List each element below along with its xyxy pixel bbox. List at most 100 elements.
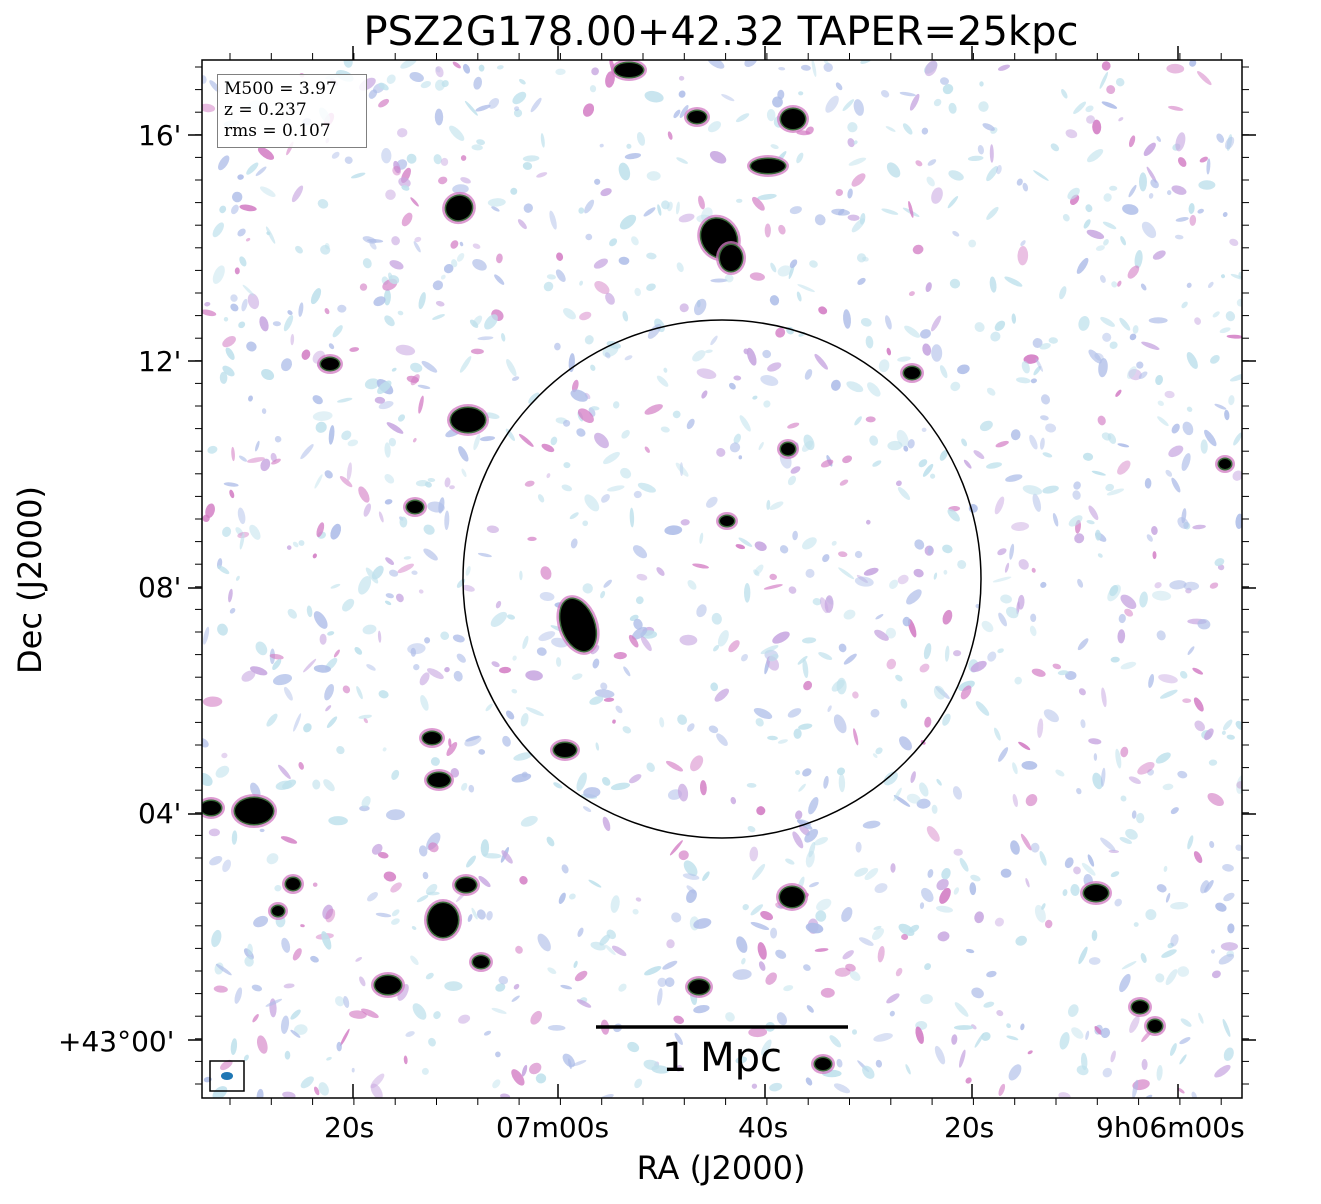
- noise-blob: [716, 733, 728, 746]
- noise-blob: [728, 640, 740, 653]
- noise-blob: [453, 670, 463, 682]
- noise-blob: [792, 831, 804, 849]
- noise-blob: [742, 904, 749, 911]
- noise-blob: [729, 442, 741, 453]
- noise-blob: [471, 907, 478, 920]
- noise-blob: [714, 688, 730, 702]
- noise-blob: [836, 1058, 843, 1068]
- noise-blob: [465, 735, 480, 742]
- noise-blob: [678, 75, 685, 81]
- noise-blob: [981, 620, 994, 633]
- noise-blob: [252, 1014, 259, 1023]
- noise-blob: [435, 300, 445, 307]
- noise-blob: [440, 157, 449, 166]
- noise-blob: [733, 375, 742, 381]
- noise-blob: [886, 658, 897, 670]
- noise-blob: [1100, 837, 1116, 852]
- noise-blob: [319, 633, 327, 645]
- noise-blob: [796, 291, 802, 302]
- noise-blob: [746, 782, 757, 788]
- noise-blob: [886, 162, 901, 178]
- noise-blob: [456, 253, 465, 262]
- noise-blob: [1236, 298, 1242, 307]
- noise-blob: [480, 839, 490, 857]
- noise-blob: [627, 1041, 640, 1053]
- noise-blob: [316, 522, 325, 538]
- source-core: [781, 109, 805, 129]
- noise-blob: [977, 144, 984, 155]
- noise-blob: [570, 538, 578, 549]
- noise-blob: [591, 67, 599, 76]
- noise-blob: [924, 716, 932, 728]
- noise-blob: [320, 244, 331, 255]
- noise-blob: [261, 368, 275, 381]
- noise-blob: [878, 359, 890, 373]
- noise-blob: [833, 1083, 851, 1094]
- noise-blob: [732, 969, 752, 980]
- noise-blob: [506, 359, 517, 377]
- noise-blob: [678, 213, 695, 223]
- noise-blob: [1030, 378, 1037, 384]
- noise-blob: [570, 389, 588, 402]
- noise-blob: [256, 1088, 264, 1098]
- noise-blob: [371, 565, 384, 580]
- noise-blob: [300, 1076, 314, 1089]
- noise-blob: [579, 280, 584, 286]
- noise-blob: [1198, 1012, 1204, 1024]
- noise-blob: [948, 102, 957, 114]
- noise-blob: [452, 61, 461, 69]
- noise-blob: [1014, 676, 1022, 685]
- noise-blob: [527, 536, 537, 542]
- noise-blob: [1006, 1023, 1012, 1029]
- noise-blob: [673, 1015, 685, 1024]
- noise-blob: [949, 278, 961, 289]
- noise-blob: [741, 653, 748, 662]
- noise-blob: [283, 983, 295, 989]
- noise-blob: [558, 892, 566, 904]
- noise-blob: [920, 994, 933, 1005]
- noise-blob: [699, 532, 704, 544]
- noise-blob: [583, 787, 601, 798]
- noise-blob: [1042, 485, 1059, 494]
- noise-blob: [769, 1082, 783, 1092]
- noise-blob: [842, 950, 854, 960]
- noise-blob: [550, 436, 558, 446]
- noise-blob: [1204, 728, 1214, 741]
- noise-blob: [994, 917, 1004, 927]
- noise-blob: [208, 828, 220, 837]
- noise-blob: [358, 486, 370, 503]
- noise-blob: [963, 459, 972, 469]
- noise-blob: [730, 796, 737, 805]
- noise-blob: [599, 143, 604, 148]
- noise-blob: [255, 166, 267, 177]
- noise-blob: [942, 713, 951, 726]
- noise-blob: [1032, 493, 1042, 512]
- noise-blob: [1044, 919, 1053, 929]
- noise-blob: [931, 804, 938, 814]
- noise-blob: [301, 349, 311, 360]
- noise-blob: [397, 983, 409, 1001]
- noise-blob: [1136, 812, 1145, 824]
- noise-blob: [863, 567, 879, 576]
- noise-blob: [572, 379, 579, 393]
- noise-blob: [1200, 880, 1210, 894]
- noise-blob: [1156, 135, 1162, 143]
- noise-blob: [1073, 866, 1081, 875]
- noise-blob: [424, 481, 432, 488]
- noise-blob: [377, 630, 382, 643]
- noise-blob: [603, 697, 615, 702]
- y-tick-label: 12': [138, 345, 182, 378]
- noise-blob: [1078, 688, 1086, 696]
- noise-blob: [724, 274, 734, 283]
- noise-blob: [582, 583, 593, 594]
- noise-blob: [1161, 949, 1177, 958]
- noise-blob: [519, 570, 523, 581]
- noise-blob: [293, 713, 302, 732]
- noise-blob: [460, 155, 467, 161]
- noise-blob: [1105, 483, 1115, 492]
- noise-blob: [646, 252, 657, 260]
- noise-blob: [1147, 769, 1155, 776]
- noise-blob: [354, 646, 363, 655]
- noise-blob: [513, 983, 520, 990]
- noise-blob: [1072, 490, 1081, 500]
